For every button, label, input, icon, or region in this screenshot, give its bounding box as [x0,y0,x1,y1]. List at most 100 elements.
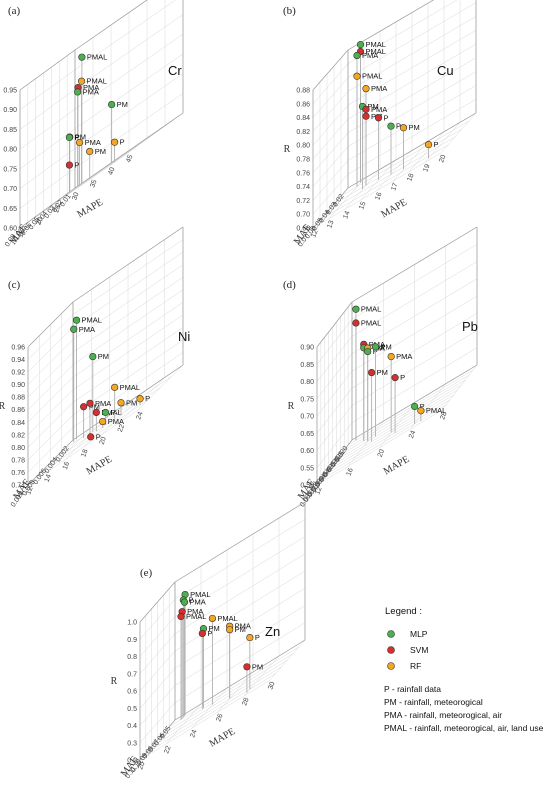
mape-tick-label: 24 [135,411,144,421]
r-tick-label: 0.96 [11,345,25,352]
axis-frame [139,581,176,623]
floor-gridline [408,131,445,172]
data-point-rf [424,140,433,149]
point-label: P [188,596,193,605]
data-point-svm [177,612,185,621]
r-tick-label: 0.5 [127,706,137,713]
mape-tick-label: 30 [267,681,276,691]
wall-gridline [316,313,478,434]
data-point-mlp [65,133,74,142]
axis-frame [74,0,148,51]
wall-gridline [316,244,478,365]
point-label: P [145,394,150,403]
wall-gridline [27,239,184,360]
data-point-rf [136,395,144,403]
wall-gridline [139,536,306,657]
legend-abbrev-p: P - rainfall data [384,684,441,694]
point-label: PMAL [217,614,237,623]
data-point-rf [399,124,408,132]
wall-gridline [139,501,306,623]
panel-label: (d) [283,279,296,291]
r-tick-label: 0.94 [11,357,25,364]
legend-marker-mlp [387,630,395,638]
point-label: PMA [187,607,203,616]
chart-panel-pb: 0.500.550.600.650.700.750.800.850.900.02… [283,226,478,509]
mape-tick-label: 13 [326,219,335,229]
panel-label: (b) [283,5,296,17]
data-point-svm [243,663,251,671]
r-tick-label: 0.90 [3,107,17,114]
point-label: P [384,113,389,122]
point-label: PMAL [87,53,107,62]
legend-title: Legend : [385,606,422,617]
point-label: PMAL [186,612,206,621]
r-tick-label: 0.8 [127,654,137,661]
legend-abbrev-pm: PM - rainfall, meteorogical [384,697,483,707]
point-label: PMAL [101,408,121,417]
point-label: PMA [362,51,378,60]
r-tick-label: 0.65 [300,431,314,438]
metal-title: Pb [462,319,478,334]
r-tick-label: 0.3 [127,740,137,747]
wall-gridline [312,43,477,160]
floor-gridline [328,178,365,219]
axis-frame [174,501,306,583]
r-tick-label: 0.85 [3,127,17,134]
floor-gridline [441,364,478,411]
r-axis-title: R [111,676,118,687]
axis-frame [316,301,353,348]
r-tick-label: 0.88 [296,88,310,95]
chart-panel-ni: 0.74 0.76 0.78 0.80 0.82 0.84 0.86 0.88 0.90 0.92… [0,226,190,509]
floor-gridline [424,122,461,163]
point-label: PM [98,352,109,361]
point-label: PMA [95,399,111,408]
point-label: P [120,138,125,147]
wall-gridline [316,261,478,382]
r-tick-label: 0.80 [3,147,17,154]
wall-gridline [27,327,184,448]
floor-gridline [376,150,413,191]
mape-tick-label: 22 [117,423,126,433]
data-point-mlp [108,100,116,109]
point-label: P [400,373,405,382]
data-point-rf [110,138,119,146]
data-point-svm [65,161,74,169]
r-tick-label: 0.86 [296,101,310,108]
point-label: PMAL [366,47,386,56]
data-point-mlp [101,408,110,417]
wall-gridline [316,330,478,451]
mape-tick-label: 12 [310,229,319,239]
mape-tick-label: 25 [53,204,62,214]
point-label: PM [381,342,392,351]
mape-tick-label: 20 [35,216,44,226]
data-point-mlp [387,122,395,130]
legend: Legend : MLP SVM RF P - rainfall data PM… [384,606,544,733]
data-point-mlp [70,325,78,333]
axis-frame [312,187,349,229]
r-tick-label: 0.75 [300,396,314,403]
point-label: PMAL [120,383,140,392]
mape-tick-label: 24 [408,430,417,440]
mape-tick-label: 12 [314,486,323,496]
mape-tick-label: 28 [241,697,250,707]
r-tick-label: 0.82 [296,129,310,136]
point-label: PM [117,100,128,109]
r-tick-label: 0.50 [300,483,314,490]
mape-tick-label: 28 [439,411,448,421]
mape-tick-label: 20 [377,448,386,458]
mape-tick-label: 12 [25,486,34,496]
data-point-rf [99,417,107,426]
r-tick-label: 0.70 [300,414,314,421]
data-point-mlp [356,41,365,49]
axis-frame [347,0,435,51]
r-axis-title: R [0,401,6,412]
chart-panel-cr: 0.600.650.700.750.800.850.900.950.010.02… [3,0,184,248]
point-label: PM [209,624,220,633]
r-tick-label: 0.55 [300,465,314,472]
legend-label-rf: RF [410,661,421,671]
data-point-mlp [352,305,360,313]
r-tick-label: 0.74 [296,184,310,191]
r-tick-label: 0.4 [127,723,137,730]
point-label: PM [89,402,100,411]
point-label: PMA [108,417,124,426]
